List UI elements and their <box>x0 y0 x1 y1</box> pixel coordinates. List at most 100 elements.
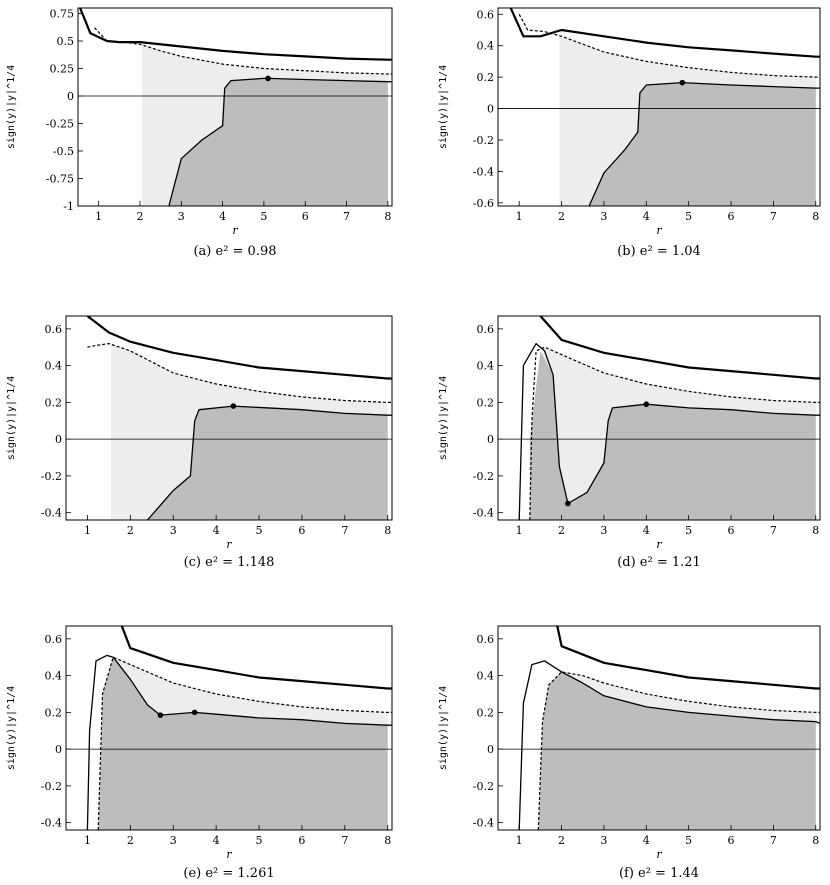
x-tick-label: 4 <box>213 524 220 537</box>
y-tick-label: 0.6 <box>45 323 63 336</box>
x-tick-label: 3 <box>178 210 185 223</box>
series-line-dashed <box>97 656 392 830</box>
x-tick-label: 3 <box>600 210 607 223</box>
x-tick-label: 3 <box>600 524 607 537</box>
chart-panel: 1 2 3 4 5 6 7 8 -0.4 -0.2 0 0.2 0.4 0.6 r sign(y)|y|^1/… <box>6 315 393 570</box>
x-tick-label: 4 <box>643 210 650 223</box>
x-tick-label: 3 <box>600 834 607 847</box>
series-line-thick <box>79 8 392 61</box>
x-tick-label: 1 <box>516 834 523 847</box>
y-axis-label: sign(y)|y|^1/4 <box>6 686 17 770</box>
plot-frame <box>497 7 821 207</box>
series-line-dashed <box>94 27 392 75</box>
y-tick-label: 0 <box>487 103 494 116</box>
plot-area <box>66 316 392 520</box>
x-tick-label: 8 <box>812 210 819 223</box>
x-tick-label: 1 <box>95 210 102 223</box>
x-tick-label: 5 <box>685 524 692 537</box>
critical-point <box>191 709 198 716</box>
y-tick-label: 0.4 <box>45 360 63 373</box>
y-tick-label: -0.6 <box>473 197 494 210</box>
x-tick-label: 6 <box>728 210 735 223</box>
dark-region <box>98 657 388 830</box>
y-tick-label: 0 <box>67 90 74 103</box>
y-tick-label: 0.4 <box>45 670 63 683</box>
x-axis-label: r <box>656 224 662 237</box>
x-tick-label: 8 <box>812 834 819 847</box>
y-tick-label: 0.2 <box>45 396 63 409</box>
y-tick-label: 0.5 <box>57 35 75 48</box>
x-tick-label: 5 <box>256 524 263 537</box>
y-tick-label: 0.4 <box>477 670 495 683</box>
chart-panel: 1 2 3 4 5 6 7 8 -0.4 -0.2 0 0.2 0.4 0.6 r sign(y)|y|^1/… <box>6 625 393 881</box>
chart-panel: 1 2 3 4 5 6 7 8 -1 -0.75 -0.5 -0.25 0 0.25 0.5 0.75 r sig… <box>6 7 393 259</box>
x-tick-label: 7 <box>770 524 777 537</box>
y-tick-label: -0.4 <box>473 817 494 830</box>
plot-area <box>66 626 392 830</box>
plot-frame <box>497 315 821 521</box>
y-tick-label: -0.2 <box>473 134 494 147</box>
critical-point <box>679 79 686 86</box>
y-tick-label: -0.2 <box>473 470 494 483</box>
y-tick-label: 0.4 <box>477 360 495 373</box>
y-tick-label: 0 <box>55 743 62 756</box>
chart-panel: 1 2 3 4 5 6 7 8 -0.6 -0.4 -0.2 0 0.2 0.4 0.6 r sign(y)|y… <box>438 7 821 259</box>
dark-region <box>529 350 816 520</box>
series-line-thick <box>556 626 820 690</box>
x-tick-label: 6 <box>302 210 309 223</box>
x-tick-label: 6 <box>728 834 735 847</box>
series-line-thin <box>518 342 820 520</box>
x-tick-label: 4 <box>643 834 650 847</box>
critical-point <box>265 75 271 82</box>
panel-caption: (e) e² = 1.261 <box>183 866 274 881</box>
y-tick-label: 0.6 <box>477 633 495 646</box>
y-axis-label: sign(y)|y|^1/4 <box>6 65 17 149</box>
series-line-thin <box>168 77 392 206</box>
y-axis-label: sign(y)|y|^1/4 <box>438 65 449 149</box>
chart-panel: 1 2 3 4 5 6 7 8 -0.4 -0.2 0 0.2 0.4 0.6 r sign(y)|y|^1/… <box>438 315 821 570</box>
dark-region <box>147 406 388 520</box>
y-tick-label: -0.2 <box>41 470 62 483</box>
y-tick-label: 0.2 <box>477 71 495 84</box>
x-tick-label: 8 <box>384 834 391 847</box>
x-tick-label: 7 <box>770 834 777 847</box>
panel-caption: (d) e² = 1.21 <box>617 555 701 570</box>
x-tick-label: 2 <box>127 524 134 537</box>
critical-point <box>157 712 164 718</box>
x-tick-label: 2 <box>558 834 565 847</box>
y-tick-label: -0.5 <box>53 145 74 158</box>
x-tick-label: 1 <box>84 524 91 537</box>
x-tick-label: 1 <box>84 834 91 847</box>
x-axis-label: r <box>226 848 232 861</box>
x-tick-label: 2 <box>127 834 134 847</box>
x-tick-label: 1 <box>516 524 523 537</box>
x-axis-label: r <box>656 538 662 551</box>
x-tick-label: 2 <box>558 210 565 223</box>
plot-frame <box>497 625 821 831</box>
plot-area <box>78 8 392 206</box>
x-tick-label: 7 <box>341 524 348 537</box>
y-tick-label: 0.75 <box>50 8 75 21</box>
y-tick-label: 0 <box>487 433 494 446</box>
series-line-thin <box>518 660 820 830</box>
series-line-thick <box>86 316 392 380</box>
y-tick-label: -0.4 <box>41 817 62 830</box>
x-axis-label: r <box>232 224 238 237</box>
dark-region <box>538 671 816 830</box>
x-tick-label: 5 <box>685 834 692 847</box>
x-tick-label: 5 <box>256 834 263 847</box>
x-tick-label: 5 <box>685 210 692 223</box>
x-tick-label: 5 <box>260 210 267 223</box>
y-tick-label: 0 <box>55 433 62 446</box>
x-tick-label: 8 <box>384 210 391 223</box>
y-axis-label: sign(y)|y|^1/4 <box>438 686 449 770</box>
x-tick-label: 4 <box>213 834 220 847</box>
y-tick-label: 0.2 <box>477 396 495 409</box>
x-tick-label: 7 <box>343 210 350 223</box>
plot-frame <box>65 625 393 831</box>
y-tick-label: 0.2 <box>477 706 495 719</box>
plot-frame <box>77 7 393 207</box>
series-line-dashed <box>518 14 820 78</box>
y-tick-label: 0.6 <box>45 633 63 646</box>
y-tick-label: -0.4 <box>473 507 494 520</box>
